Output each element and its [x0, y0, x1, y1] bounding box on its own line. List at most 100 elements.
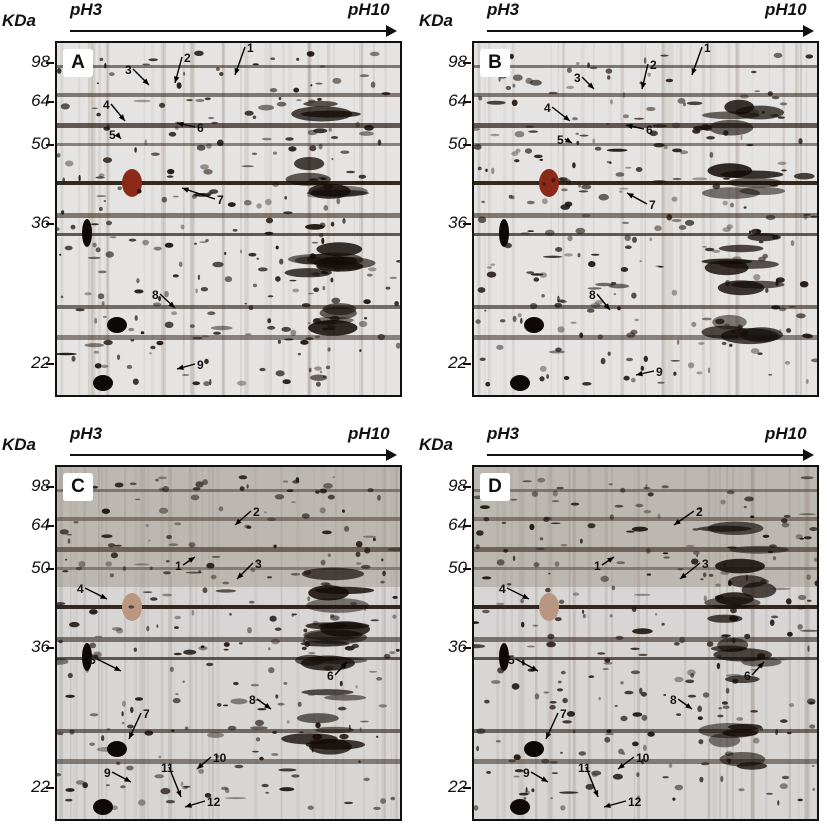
- protein-spot: [212, 311, 215, 314]
- protein-spot: [82, 782, 88, 789]
- protein-spot: [496, 559, 505, 566]
- protein-spot: [78, 561, 86, 568]
- protein-spot: [105, 561, 112, 567]
- protein-spot: [671, 196, 678, 202]
- protein-spot: [478, 216, 487, 224]
- protein-spot: [150, 597, 158, 601]
- protein-spot: [172, 195, 179, 198]
- protein-spot: [175, 693, 179, 695]
- gel-streak: [142, 467, 146, 819]
- gel-streak: [620, 43, 625, 395]
- protein-spot: [807, 645, 810, 652]
- protein-spot: [787, 631, 793, 637]
- protein-spot: [252, 63, 259, 66]
- protein-spot: [270, 57, 276, 60]
- protein-band: [57, 489, 400, 492]
- protein-spot: [321, 237, 325, 245]
- protein-spot: [91, 485, 98, 489]
- gel-streak: [372, 43, 375, 395]
- protein-spot: [803, 213, 812, 216]
- protein-spot: [160, 787, 171, 795]
- gel-streak: [384, 467, 386, 819]
- protein-spot: [285, 137, 294, 141]
- protein-spot: [134, 289, 144, 294]
- protein-spot: [746, 144, 754, 147]
- protein-spot: [355, 181, 365, 184]
- panel-letter: D: [480, 473, 510, 501]
- protein-spot: [631, 526, 649, 532]
- protein-spot: [99, 57, 104, 62]
- protein-spot: [206, 562, 215, 569]
- protein-spot: [380, 798, 387, 804]
- protein-spot: [259, 367, 266, 372]
- spot-label: 8: [589, 288, 596, 302]
- protein-spot: [89, 609, 98, 615]
- protein-spot-cluster: [300, 655, 355, 671]
- protein-spot: [256, 203, 262, 209]
- protein-spot: [560, 805, 566, 811]
- protein-spot: [558, 599, 565, 604]
- protein-spot: [604, 736, 611, 743]
- protein-spot: [364, 547, 371, 554]
- protein-spot: [546, 374, 549, 379]
- protein-spot: [506, 583, 512, 586]
- spot-label: 6: [327, 669, 334, 683]
- protein-spot: [790, 240, 795, 247]
- protein-spot: [90, 223, 99, 226]
- gel-streak: [511, 43, 515, 395]
- gel-streak: [143, 43, 145, 395]
- protein-spot-cluster: [306, 598, 369, 613]
- protein-spot: [487, 266, 492, 269]
- protein-spot: [276, 101, 287, 107]
- protein-spot: [69, 729, 75, 735]
- protein-spot: [105, 784, 110, 787]
- protein-spot: [532, 624, 539, 627]
- gel-streak: [288, 43, 293, 395]
- protein-spot-cluster: [303, 630, 368, 645]
- protein-spot: [582, 609, 585, 614]
- protein-spot: [311, 241, 319, 244]
- protein-spot: [736, 717, 744, 721]
- protein-spot: [692, 177, 708, 181]
- protein-spot: [158, 296, 161, 302]
- protein-spot: [297, 352, 301, 356]
- protein-band: [474, 65, 817, 68]
- protein-spot: [609, 161, 612, 164]
- protein-spot: [618, 190, 623, 193]
- spot-label: 8: [670, 693, 677, 707]
- protein-spot: [779, 783, 788, 790]
- protein-spot: [306, 51, 315, 57]
- protein-spot: [750, 228, 762, 235]
- protein-spot: [217, 139, 224, 147]
- protein-band: [57, 335, 400, 340]
- protein-spot-cluster: [727, 177, 783, 188]
- protein-band: [474, 729, 817, 733]
- protein-spot: [708, 573, 714, 577]
- protein-spot: [514, 131, 525, 138]
- spot-label: 1: [704, 41, 711, 55]
- protein-spot: [625, 166, 632, 169]
- protein-spot-cluster: [285, 172, 331, 186]
- gel-streak: [709, 43, 712, 395]
- protein-band: [57, 65, 400, 68]
- protein-spot: [505, 85, 512, 91]
- protein-spot: [626, 357, 633, 362]
- protein-spot: [563, 376, 570, 380]
- protein-band: [57, 181, 400, 185]
- annotation-arrowhead: [118, 114, 125, 121]
- protein-spot: [572, 729, 576, 734]
- protein-spot: [315, 722, 321, 729]
- protein-band: [474, 143, 817, 146]
- gel-streak: [240, 43, 242, 395]
- protein-spot: [623, 375, 630, 381]
- gel-streak: [751, 43, 754, 395]
- protein-spot: [95, 176, 105, 179]
- protein-spot: [754, 90, 760, 93]
- protein-spot: [530, 273, 544, 276]
- protein-spot: [60, 103, 70, 110]
- protein-spot: [677, 568, 684, 571]
- protein-spot: [117, 186, 122, 191]
- protein-spot: [192, 487, 201, 491]
- protein-spot: [377, 494, 381, 501]
